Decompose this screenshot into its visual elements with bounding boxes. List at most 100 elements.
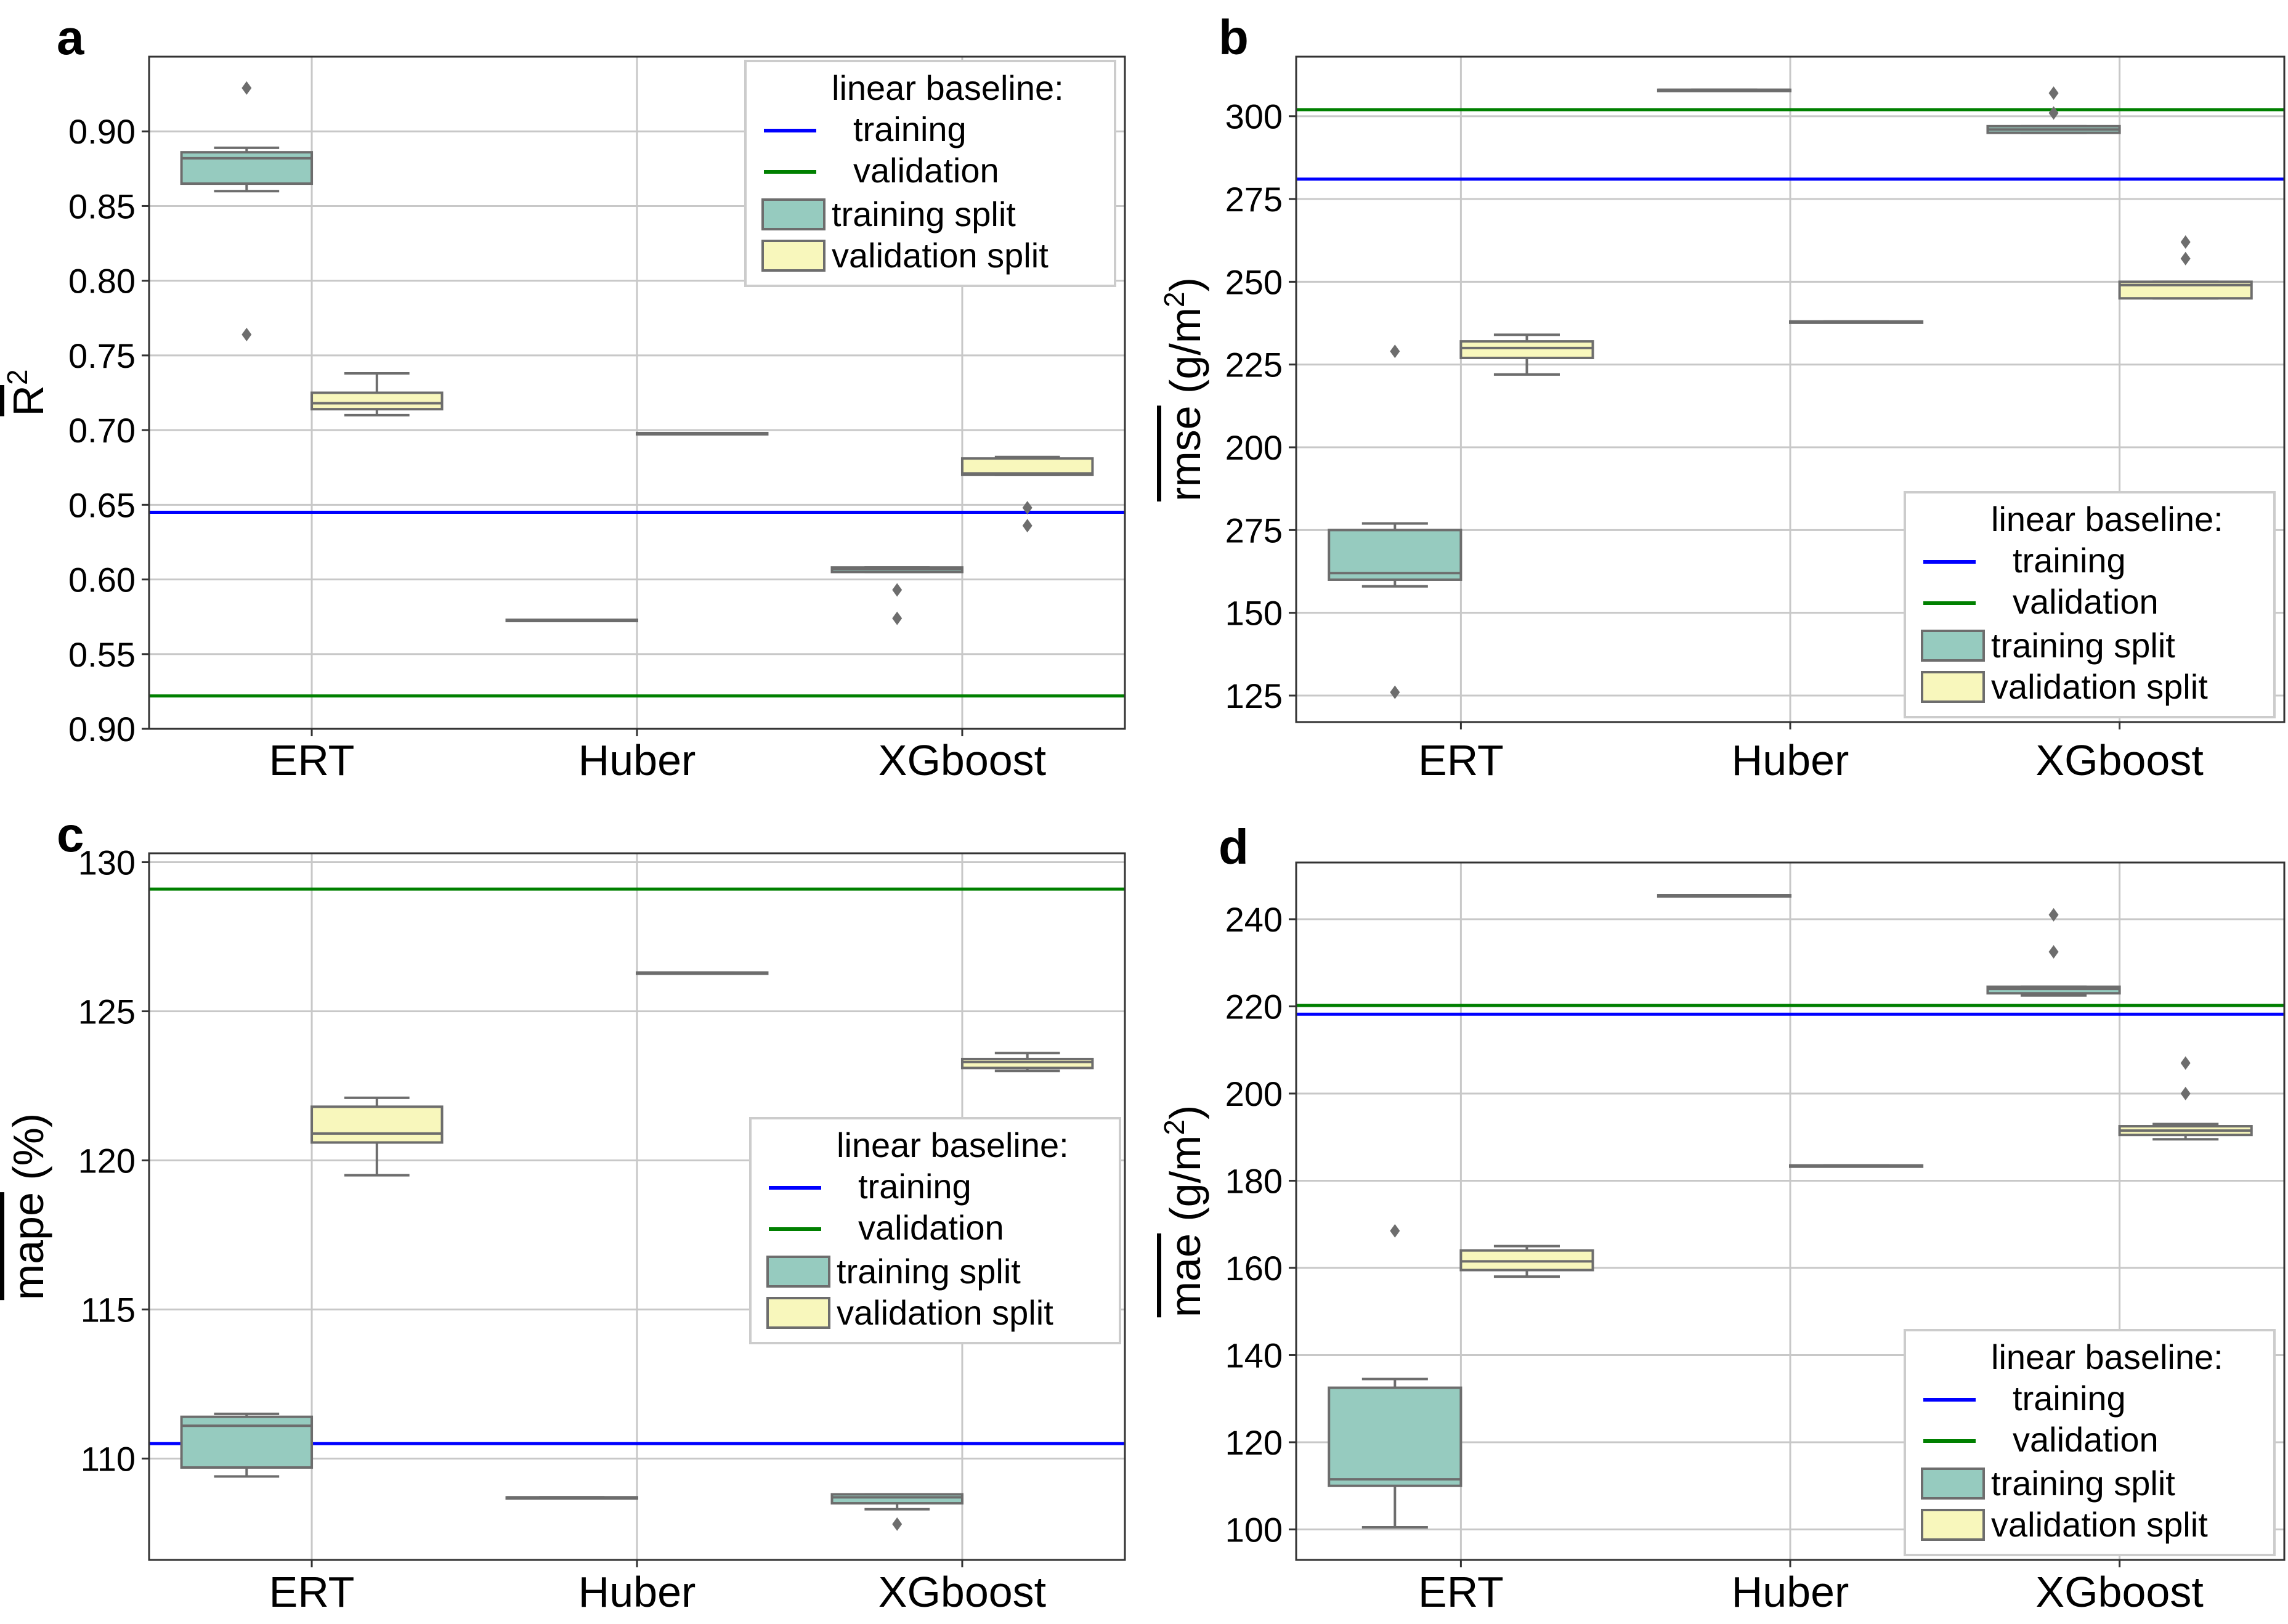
y-axis-label-metric: mae	[1161, 1233, 1209, 1317]
legend-validation-split-swatch	[1921, 1509, 1985, 1541]
outlier-marker	[2048, 106, 2059, 120]
outlier-marker	[241, 81, 252, 95]
legend-training-label: training	[2013, 1379, 2126, 1418]
validation-box-ert	[310, 371, 444, 416]
legend-validation-split-swatch	[761, 240, 826, 272]
outlier-marker	[2048, 907, 2059, 922]
training-box-huber	[505, 1496, 639, 1500]
y-axis-label-sup: 2	[1158, 291, 1190, 307]
training-box-ert	[180, 1412, 314, 1478]
y-axis-label-sup: 2	[1158, 1119, 1190, 1135]
y-axis-label-metric: mape	[4, 1192, 52, 1300]
outlier-marker	[1022, 501, 1032, 515]
panel-label: c	[57, 807, 84, 862]
y-axis-label: rmse (g/m2)	[1158, 277, 1209, 501]
y-tick-label: 200	[1225, 428, 1283, 467]
validation-box-xgboost	[2118, 235, 2253, 300]
outlier-marker	[892, 611, 903, 625]
legend-validation-split-label: validation split	[832, 236, 1049, 275]
legend-training-split-label: training split	[832, 195, 1016, 233]
y-axis-label-unit: (g/m	[1161, 307, 1209, 405]
legend-validation-label: validation	[2013, 582, 2159, 621]
outlier-marker	[2180, 1086, 2191, 1100]
iqr-box	[960, 457, 1094, 476]
y-tick-label: 120	[78, 1141, 136, 1180]
legend-training-split-swatch	[766, 1256, 830, 1288]
y-tick-label: 0.90	[68, 710, 136, 749]
legend-title: linear baseline:	[837, 1126, 1069, 1164]
legend-training-label: training	[858, 1167, 972, 1206]
panel-c: c 110 115 120 125 130 ERT Huber XGboost mape (%) l…	[4, 807, 1126, 1616]
y-tick-label: 0.85	[68, 187, 136, 225]
y-tick-label: 140	[1225, 1336, 1283, 1374]
outlier-marker	[2048, 86, 2059, 100]
training-box-ert	[180, 81, 314, 341]
axes-frame	[148, 852, 1126, 1561]
y-tick-label: 240	[1225, 900, 1283, 939]
iqr-box	[1328, 1386, 1462, 1487]
panel-a: a 0.90 0.55 0.60 0.65 0.70 0.75 0.80 0.85 0.90 ERT…	[1, 10, 1126, 784]
y-tick-label: 220	[1225, 987, 1283, 1026]
training-box-xgboost	[830, 1493, 963, 1531]
legend-training-split-label: training split	[837, 1252, 1021, 1291]
validation-box-ert	[1459, 333, 1594, 376]
y-tick-label: 100	[1225, 1510, 1283, 1549]
y-tick-label: 130	[78, 843, 136, 882]
y-tick-label: 0.80	[68, 262, 136, 301]
y-tick-label: 120	[1225, 1423, 1283, 1462]
axes-frame	[1295, 55, 2286, 723]
y-axis-label-unit: (%)	[4, 1113, 52, 1192]
outlier-marker	[241, 327, 252, 341]
legend-training-split-label: training split	[1991, 626, 2175, 665]
y-axis-label-metric: R	[4, 385, 52, 416]
outlier-marker	[1022, 519, 1032, 533]
validation-box-ert	[1459, 1244, 1594, 1278]
panel-b: b 125 150 275 200 225 250 275 300 ERT Huber XGboost…	[1158, 10, 2286, 784]
iqr-box	[310, 1105, 444, 1144]
y-tick-label: 250	[1225, 262, 1283, 301]
y-tick-label: 0.55	[68, 635, 136, 674]
legend-validation-split-swatch	[766, 1297, 830, 1329]
outlier-marker	[892, 583, 903, 597]
y-tick-label: 0.90	[68, 112, 136, 151]
legend-training-split-swatch	[1921, 1468, 1985, 1500]
iqr-box	[830, 1493, 963, 1505]
outlier-marker	[2180, 1056, 2191, 1070]
legend-validation-label: validation	[858, 1208, 1004, 1247]
legend-validation-split-label: validation split	[837, 1293, 1053, 1332]
y-tick-label: 300	[1225, 97, 1283, 136]
legend-training-label: training	[2013, 541, 2126, 580]
legend-validation-split-label: validation split	[1991, 667, 2208, 706]
legend-training-split-swatch	[1921, 630, 1985, 662]
validation-box-huber	[636, 431, 769, 436]
panel-label: a	[57, 10, 84, 65]
validation-box-xgboost	[960, 455, 1094, 533]
legend-validation-label: validation	[853, 151, 999, 190]
legend-title: linear baseline:	[1991, 500, 2223, 538]
outlier-marker	[1390, 685, 1400, 699]
outlier-marker	[2048, 945, 2059, 959]
training-box-xgboost	[830, 566, 963, 625]
y-tick-label: 0.75	[68, 336, 136, 375]
panel-label: b	[1219, 10, 1249, 65]
validation-box-huber	[636, 971, 769, 975]
y-axis-label-close: )	[1161, 277, 1209, 291]
legend-validation-split-label: validation split	[1991, 1505, 2208, 1544]
y-tick-label: 110	[81, 1439, 136, 1478]
y-tick-label: 125	[78, 993, 136, 1031]
iqr-box	[180, 1415, 314, 1469]
axes-frame	[148, 55, 1126, 730]
outlier-marker	[1390, 1224, 1400, 1238]
y-tick-label: 0.60	[68, 561, 136, 599]
training-box-huber	[1657, 88, 1791, 92]
training-box-ert	[1328, 344, 1462, 699]
training-box-xgboost	[1986, 86, 2121, 134]
validation-box-huber	[1789, 320, 1924, 324]
x-tick-label-xgboost: XGboost	[2035, 1568, 2203, 1616]
x-tick-label-huber: Huber	[1732, 1568, 1849, 1616]
legend-training-label: training	[853, 110, 967, 148]
outlier-marker	[1390, 344, 1400, 359]
x-tick-label-huber: Huber	[578, 1568, 696, 1616]
